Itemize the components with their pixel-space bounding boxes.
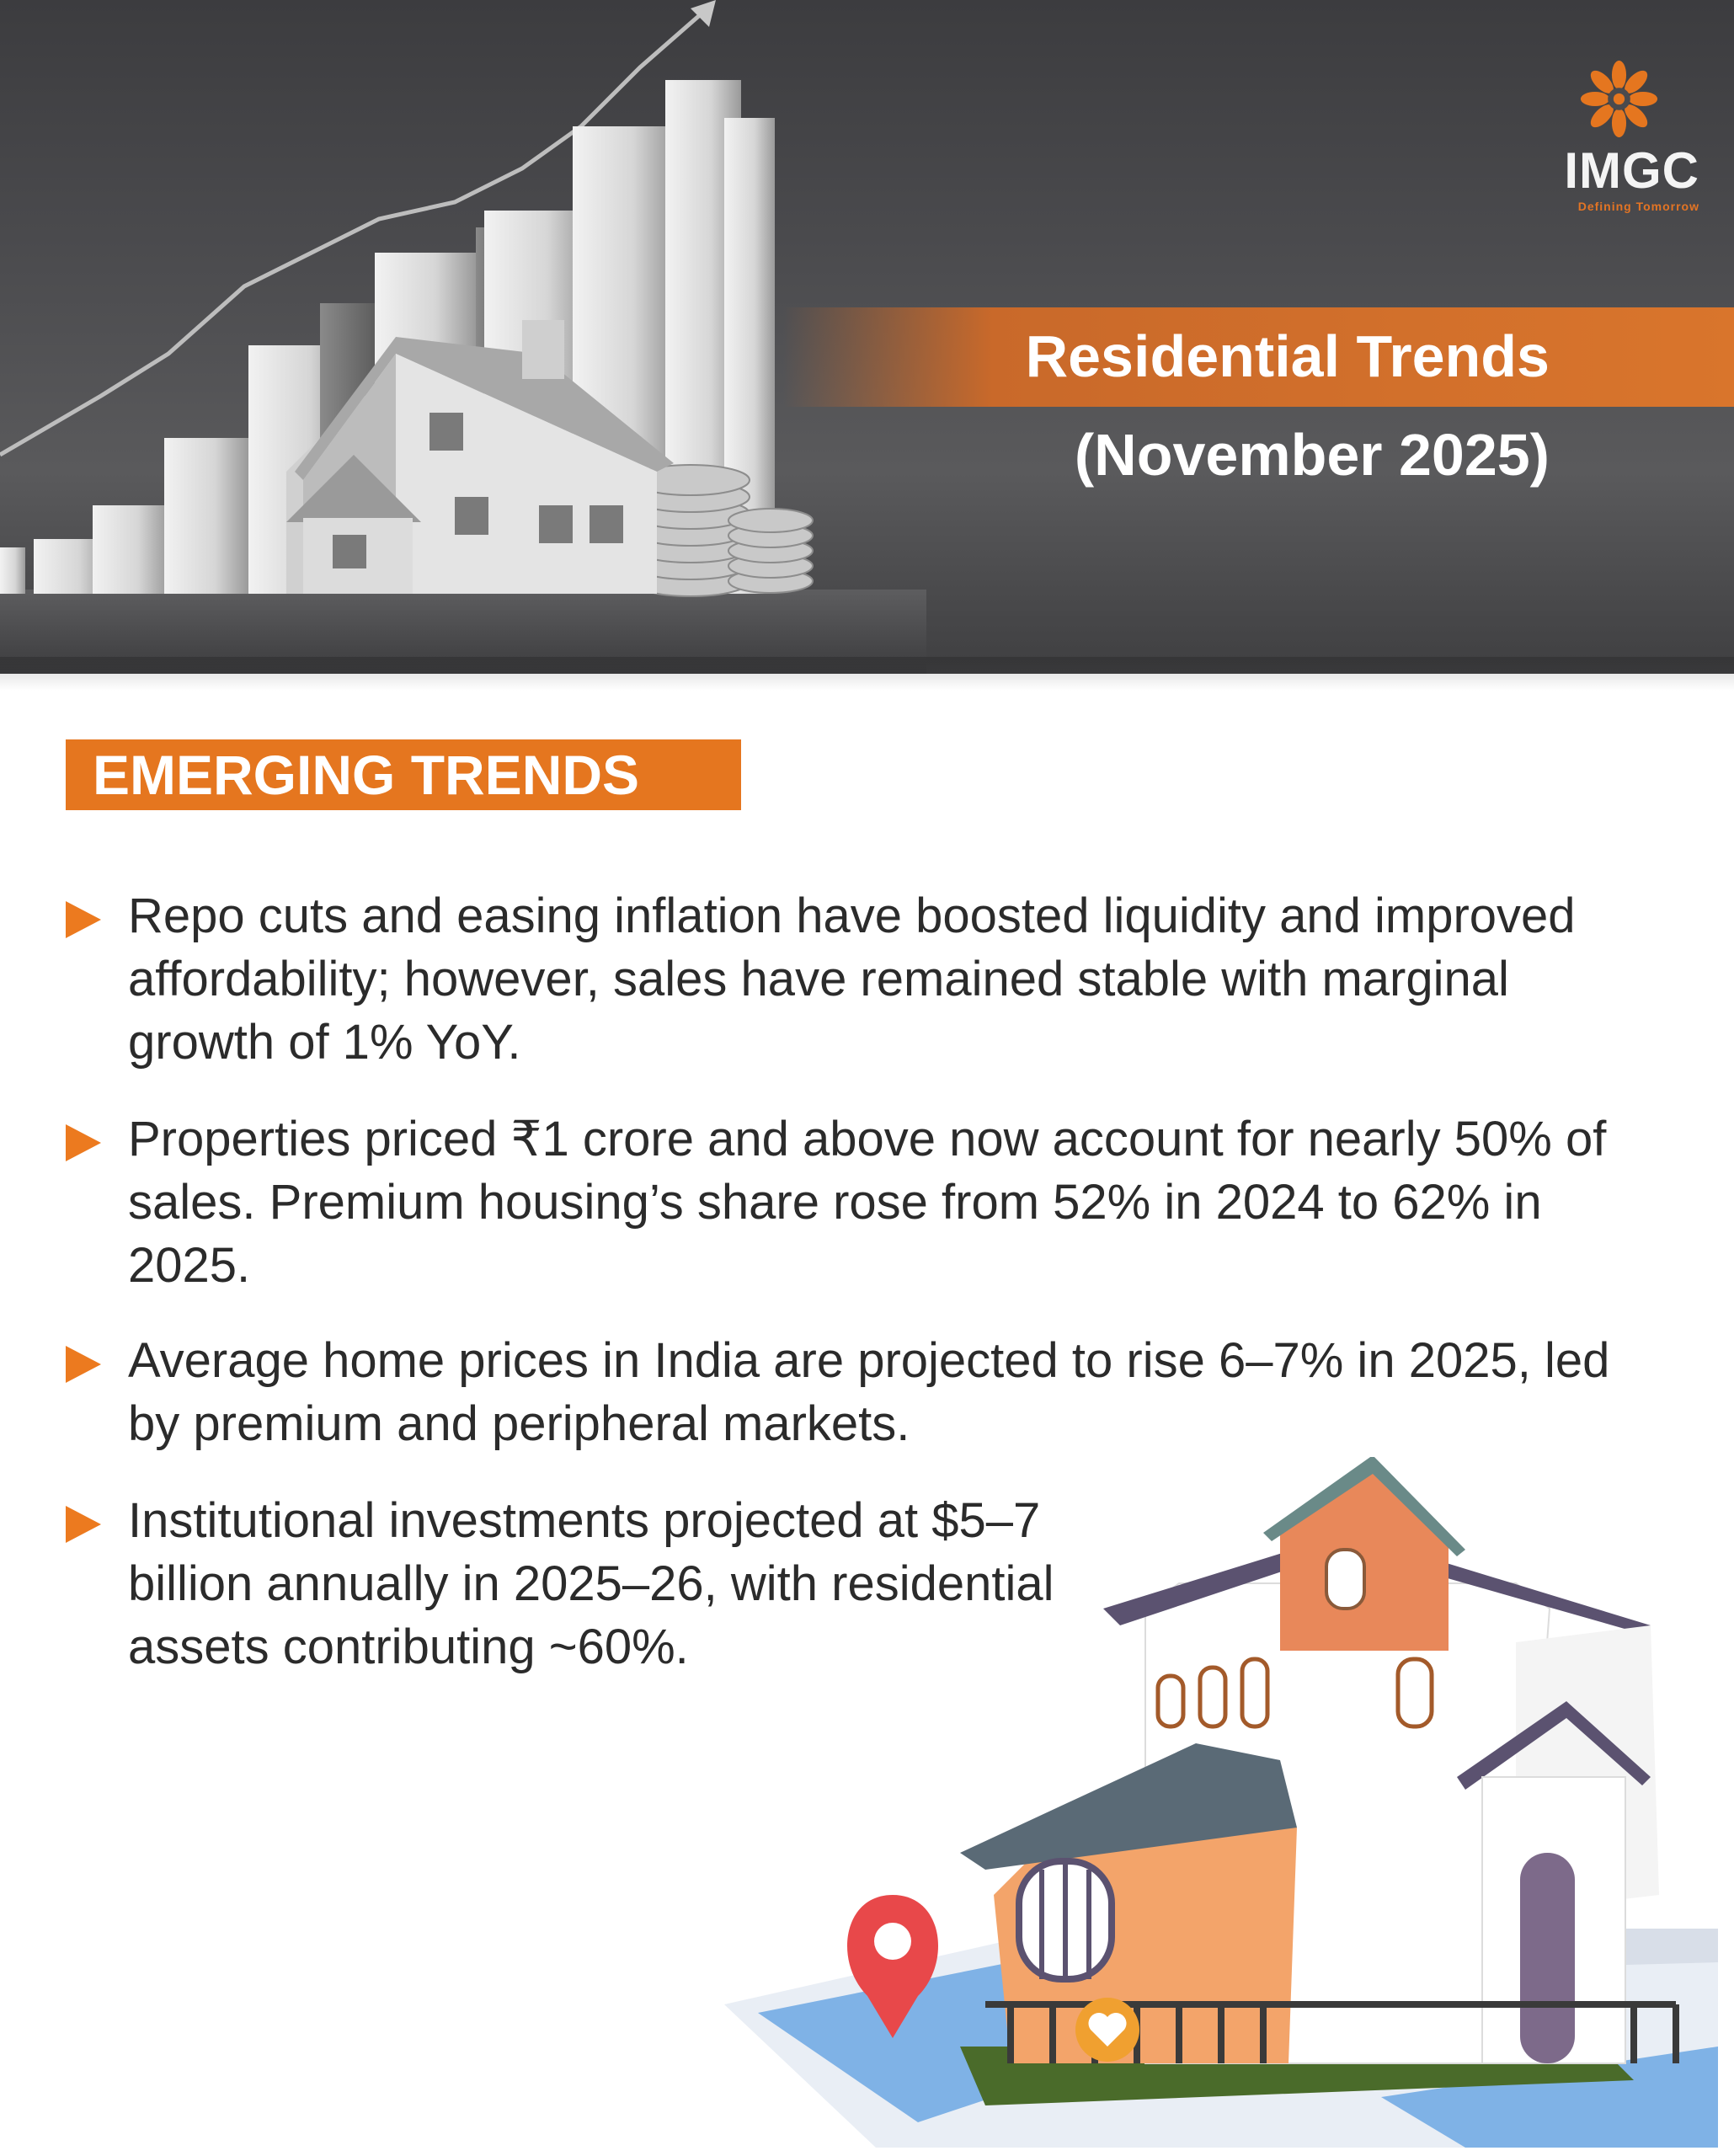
triangle-bullet-icon (66, 1506, 101, 1543)
heart-badge-icon (1075, 1998, 1139, 2062)
brand-logo: IMGC Defining Tomorrow (1533, 59, 1701, 219)
list-item-text: Institutional investments projected at $… (128, 1493, 1054, 1674)
triangle-bullet-icon (66, 1124, 101, 1161)
lotus-logo-icon (1580, 60, 1658, 138)
logo-wordmark: IMGC (1564, 142, 1699, 199)
house-map-illustration (724, 1457, 1718, 2148)
list-item-text: Repo cuts and easing inflation have boos… (128, 889, 1576, 1070)
location-pin-icon (847, 1895, 938, 2038)
triangle-bullet-icon (66, 1346, 101, 1383)
list-item-text: Average home prices in India are project… (128, 1333, 1610, 1451)
triangle-bullet-icon (66, 901, 101, 938)
page-subtitle-date: (November 2025) (1074, 422, 1550, 488)
section-heading: EMERGING TRENDS (66, 739, 741, 810)
page-title: Residential Trends (1025, 323, 1550, 389)
hero-shadow (0, 657, 1734, 691)
growth-chart-house-illustration (0, 0, 926, 674)
title-band (783, 307, 1734, 407)
hero-banner: Residential Trends (November 2025) IMGC (0, 0, 1734, 674)
list-item-text: Properties priced ₹1 crore and above now… (128, 1112, 1607, 1293)
logo-tagline: Defining Tomorrow (1577, 200, 1699, 213)
section-heading-label: EMERGING TRENDS (93, 744, 640, 806)
